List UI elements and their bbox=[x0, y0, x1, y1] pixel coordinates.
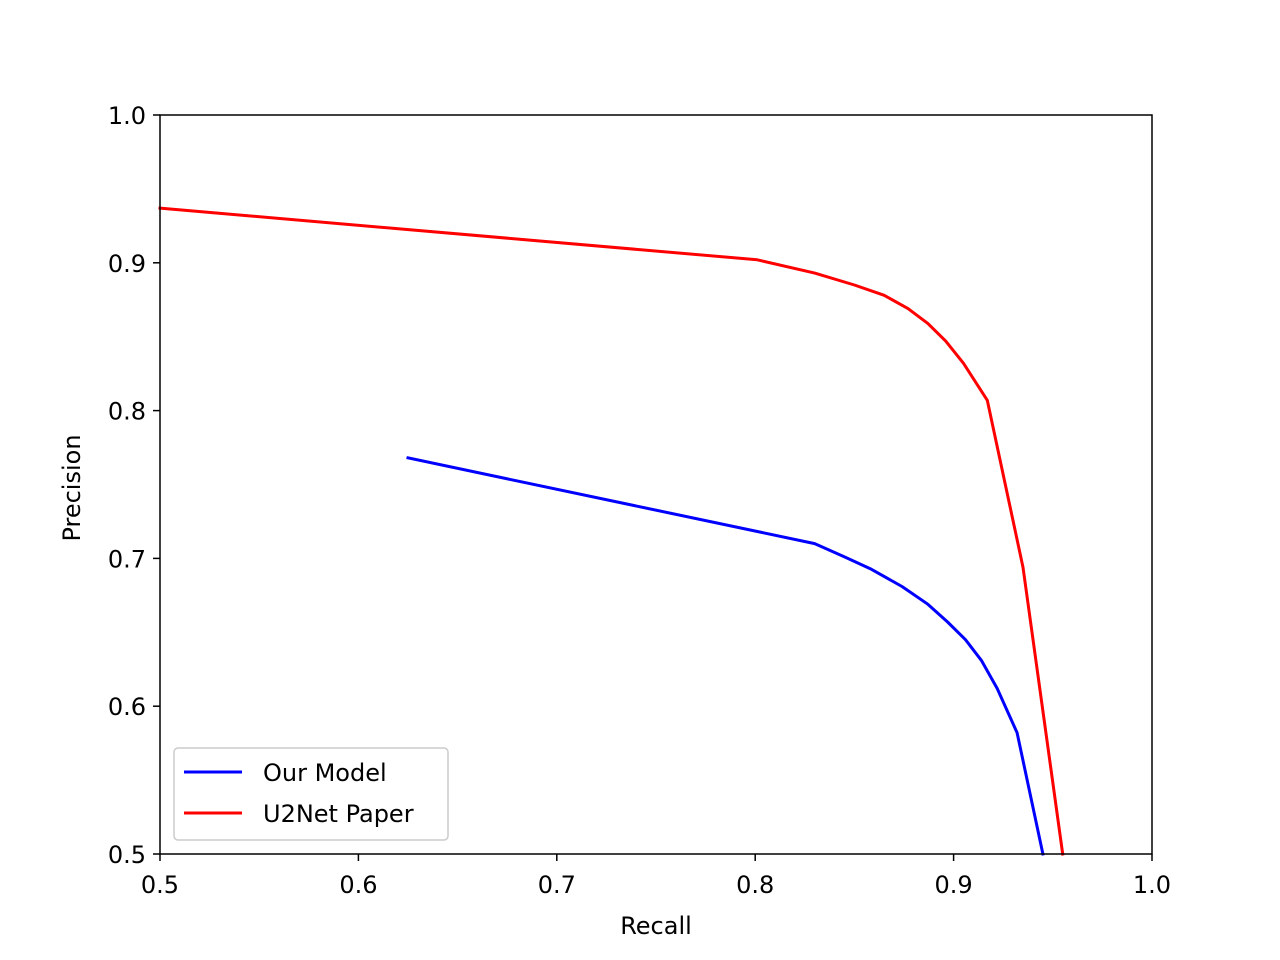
x-tick-label: 1.0 bbox=[1133, 871, 1171, 899]
y-axis-ticks: 0.5 0.6 0.7 0.8 0.9 1.0 bbox=[108, 102, 160, 869]
series-layer bbox=[158, 206, 1065, 856]
y-tick-label: 0.7 bbox=[108, 545, 146, 573]
y-tick-label: 0.5 bbox=[108, 841, 146, 869]
y-tick-label: 1.0 bbox=[108, 102, 146, 130]
x-axis-ticks: 0.5 0.6 0.7 0.8 0.9 1.0 bbox=[141, 854, 1171, 899]
series-line-2 bbox=[158, 206, 1065, 856]
x-axis-label: Recall bbox=[620, 912, 692, 940]
y-axis-label: Precision bbox=[58, 434, 86, 541]
legend-box bbox=[173, 747, 449, 841]
y-tick-label: 0.9 bbox=[108, 250, 146, 278]
series-line-1 bbox=[406, 456, 1045, 856]
plot-frame bbox=[159, 114, 1153, 855]
x-tick-label: 0.6 bbox=[339, 871, 377, 899]
y-tick-label: 0.8 bbox=[108, 398, 146, 426]
x-tick-label: 0.5 bbox=[141, 871, 179, 899]
legend-label-1: Our Model bbox=[263, 759, 387, 787]
x-tick-label: 0.9 bbox=[935, 871, 973, 899]
y-tick-label: 0.6 bbox=[108, 693, 146, 721]
legend-label-2: U2Net Paper bbox=[263, 800, 414, 828]
x-tick-label: 0.7 bbox=[538, 871, 576, 899]
legend: Our Model U2Net Paper bbox=[173, 747, 449, 841]
x-tick-label: 0.8 bbox=[736, 871, 774, 899]
